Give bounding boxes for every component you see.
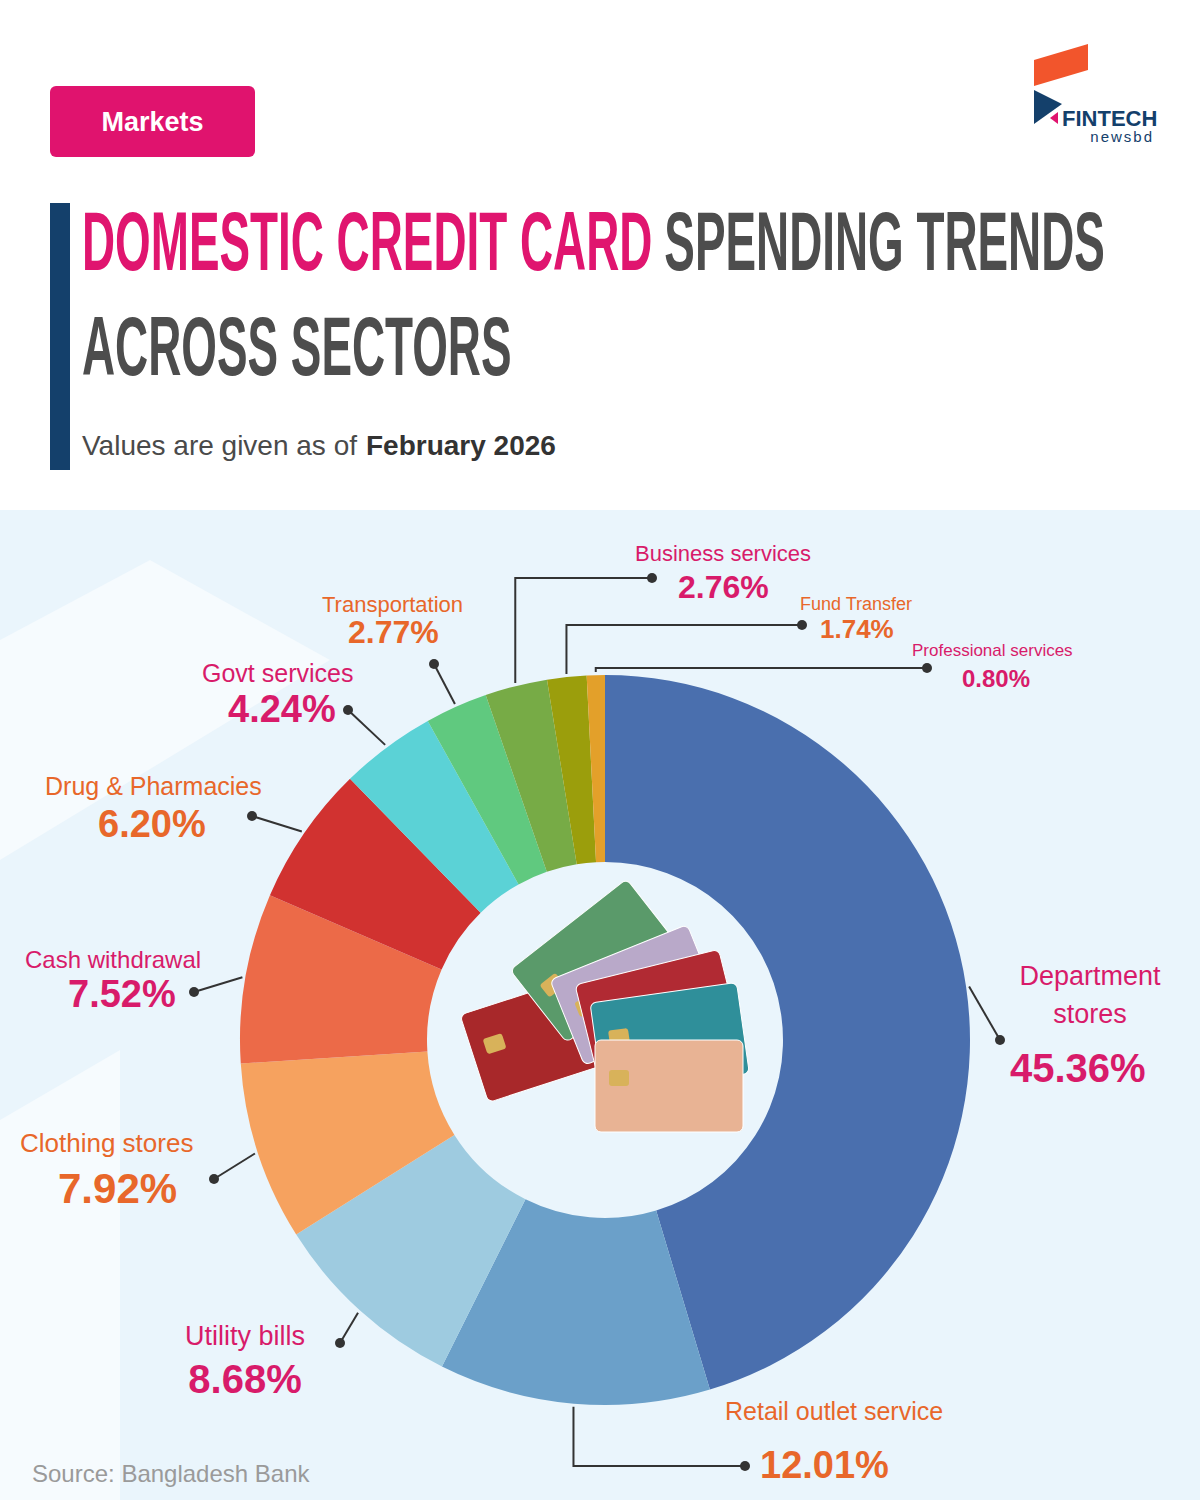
title-bar xyxy=(50,203,70,470)
leader-line xyxy=(969,987,1000,1040)
leader-dot xyxy=(647,573,657,583)
leader-dot xyxy=(343,705,353,715)
leader-dot xyxy=(740,1461,750,1471)
leader-dot xyxy=(335,1338,345,1348)
leader-line xyxy=(252,816,302,831)
category-label: Govt services xyxy=(202,659,353,687)
labels: Department stores 45.36% Retail outlet serv… xyxy=(20,541,1161,1486)
chart-panel xyxy=(0,510,1200,1500)
leader-line xyxy=(434,664,455,704)
logo-shape xyxy=(1034,44,1088,86)
value-label: 1.74% xyxy=(820,614,894,644)
title-rest: SPENDING TRENDS xyxy=(664,194,1105,287)
leader-dot xyxy=(209,1174,219,1184)
subtitle-date: February 2026 xyxy=(366,430,556,461)
leader-dot xyxy=(995,1035,1005,1045)
leader-line xyxy=(596,668,927,672)
slice xyxy=(241,1052,455,1235)
category-label: Department stores xyxy=(1019,961,1161,1029)
value-label: 4.24% xyxy=(228,688,336,730)
category-label: Drug & Pharmacies xyxy=(45,772,262,800)
category-label: Business services xyxy=(635,541,811,566)
value-label: 7.52% xyxy=(68,973,176,1015)
leader-dot xyxy=(922,663,932,673)
title-highlight: DOMESTIC CREDIT CARD xyxy=(82,194,652,287)
leader-line xyxy=(340,1313,358,1343)
leader-line xyxy=(214,1153,255,1179)
card-icon xyxy=(460,879,749,1132)
source: Source: Bangladesh Bank xyxy=(32,1460,311,1487)
logo-shape xyxy=(1050,112,1058,124)
subtitle-text: Values are given as of xyxy=(82,430,357,461)
value-label: 6.20% xyxy=(98,803,206,845)
leader-dot xyxy=(189,987,199,997)
leader-line xyxy=(566,625,802,674)
leader-line xyxy=(573,1407,745,1466)
background xyxy=(0,0,1200,1500)
leader-dot xyxy=(797,620,807,630)
value-label: 2.77% xyxy=(348,614,439,650)
card xyxy=(595,1040,743,1132)
card-body xyxy=(595,1040,743,1132)
value-label: 7.92% xyxy=(58,1165,177,1212)
card-chip xyxy=(483,1033,507,1054)
logo-tagline: newsbd xyxy=(1090,128,1154,145)
category-label: Retail outlet service xyxy=(725,1397,943,1425)
leader-line xyxy=(194,977,242,992)
leader-line xyxy=(348,710,385,745)
value-label: 8.68% xyxy=(188,1357,301,1401)
category-label: Clothing stores xyxy=(20,1128,193,1158)
category-label: Professional services xyxy=(912,641,1073,660)
category-label: Fund Transfer xyxy=(800,594,912,614)
label-line: Department xyxy=(1019,961,1161,991)
value-label: 12.01% xyxy=(760,1444,889,1486)
value-label: 45.36% xyxy=(1010,1046,1146,1090)
category-label: Utility bills xyxy=(185,1321,305,1351)
label-line: stores xyxy=(1053,999,1127,1029)
card-chip xyxy=(609,1070,629,1086)
leader-dot xyxy=(247,811,257,821)
value-label: 2.76% xyxy=(678,569,769,605)
tag-text: Markets xyxy=(101,107,203,137)
leader-dot xyxy=(429,659,439,669)
logo-shape xyxy=(1034,90,1062,124)
title-line-1: DOMESTIC CREDIT CARDSPENDING TRENDS xyxy=(82,194,1105,287)
title-line-2: ACROSS SECTORS xyxy=(82,299,512,392)
category-label: Cash withdrawal xyxy=(25,946,201,973)
slice xyxy=(587,675,605,862)
donut xyxy=(240,675,970,1405)
value-label: 0.80% xyxy=(962,665,1030,692)
tag-box xyxy=(50,86,255,157)
subtitle: Values are given as of February 2026 xyxy=(82,430,556,461)
